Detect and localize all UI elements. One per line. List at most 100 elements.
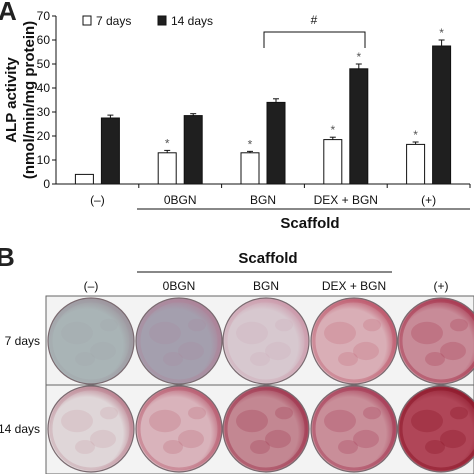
bar-7-days-dex-bgn: [323, 139, 343, 185]
well-7-days-bgn: [222, 297, 310, 385]
significance-star: *: [356, 50, 361, 64]
stain-spot: [275, 318, 293, 332]
stain-spot: [149, 409, 181, 433]
stain-spot: [90, 429, 116, 449]
stain-spot: [100, 406, 118, 420]
stain-spot: [178, 429, 204, 449]
scaffold-label-a: Scaffold: [280, 215, 339, 232]
legend-swatch-14-days: [157, 15, 167, 26]
stain-spot: [163, 352, 183, 366]
bar-14-days-bgn: [266, 101, 286, 185]
y-tick-label: 20: [37, 129, 51, 143]
column-label-neg: (–): [84, 279, 99, 293]
stain-spot: [188, 406, 206, 420]
column-label-neg: (+): [434, 279, 449, 293]
bar-14-days-neg: [100, 117, 120, 185]
stain-spot: [353, 429, 379, 449]
well-14-days-dex-bgn: [310, 385, 398, 473]
y-tick-label: 40: [37, 81, 51, 95]
stain-spot: [440, 341, 466, 361]
significance-star: *: [165, 136, 170, 150]
well-rim: [224, 387, 308, 471]
well-rim: [49, 387, 133, 471]
significance-star: *: [439, 26, 444, 40]
y-tick-label: 0: [43, 177, 50, 191]
well-14-days-0bgn: [135, 385, 223, 473]
well-14-days-bgn: [222, 385, 310, 473]
column-label-bgn: BGN: [253, 279, 279, 293]
significance-mark: #: [311, 13, 318, 27]
bar-7-days-bgn: [240, 152, 260, 185]
x-tick-label-0bgn: 0BGN: [164, 193, 197, 207]
significance-bracket: #: [263, 13, 366, 48]
bar-7-days-neg: [74, 173, 94, 185]
stain-spot: [363, 318, 381, 332]
well-rim: [137, 299, 221, 383]
stain-spot: [425, 352, 445, 366]
stain-spot: [75, 352, 95, 366]
stain-spot: [338, 352, 358, 366]
stain-spot: [236, 321, 268, 345]
legend-label-14-days: 14 days: [171, 14, 213, 28]
bar-14-days-0bgn: [183, 115, 203, 185]
stain-spot: [149, 321, 181, 345]
significance-star: *: [413, 128, 418, 142]
well-14-days-neg: [47, 385, 135, 473]
row-label-14-days: 14 days: [0, 422, 40, 436]
legend: 7 days 14 days: [82, 14, 213, 28]
stain-spot: [163, 440, 183, 454]
stain-spot: [275, 406, 293, 420]
scaffold-label-b: Scaffold: [238, 250, 297, 267]
y-axis-label: ALP activity (nmol/min/mg protein): [3, 21, 38, 179]
y-tick-label: 60: [37, 33, 51, 47]
stain-spot: [265, 341, 291, 361]
stain-spot: [61, 409, 93, 433]
x-tick-label-bgn: BGN: [250, 193, 276, 207]
x-tick-label-neg: (+): [421, 193, 436, 207]
well-rim: [399, 299, 474, 383]
stain-spot: [250, 352, 270, 366]
legend-label-7-days: 7 days: [96, 14, 131, 28]
y-axis-label-line1: ALP activity: [3, 57, 20, 143]
well-rim: [399, 387, 474, 471]
y-tick-label: 30: [37, 105, 51, 119]
significance-star: *: [330, 123, 335, 137]
well-14-days-neg: [397, 385, 474, 473]
stain-spot: [75, 440, 95, 454]
y-tick-label: 50: [37, 57, 51, 71]
column-label-0bgn: 0BGN: [163, 279, 196, 293]
bar-7-days-neg: [406, 143, 426, 185]
bracket-line: [263, 31, 366, 48]
stain-spot: [338, 440, 358, 454]
bar-chart: 0 10 20 30 40 50 60 70 (–) * 0BGN * BGN * * DEX + BGN * *…: [37, 9, 471, 207]
stain-spot: [250, 440, 270, 454]
stain-spot: [411, 321, 443, 345]
well-rim: [312, 299, 396, 383]
panel-b-letter: B: [0, 242, 15, 272]
x-tick-label-neg: (–): [90, 193, 105, 207]
plate-images: (–) 0BGN BGN DEX + BGN (+) 7 days 14 days: [0, 279, 474, 474]
stain-spot: [178, 341, 204, 361]
stain-spot: [450, 318, 468, 332]
y-tick-label: 10: [37, 153, 51, 167]
well-rim: [312, 387, 396, 471]
stain-spot: [450, 406, 468, 420]
well-rim: [49, 299, 133, 383]
stain-spot: [411, 409, 443, 433]
stain-spot: [440, 429, 466, 449]
x-tick-label-dex-bgn: DEX + BGN: [314, 193, 378, 207]
y-axis-label-line2: (nmol/min/mg protein): [21, 21, 38, 179]
bar-14-days-dex-bgn: [349, 68, 369, 185]
bar-14-days-neg: [432, 45, 452, 185]
well-7-days-neg: [47, 297, 135, 385]
column-label-dex-bgn: DEX + BGN: [322, 279, 386, 293]
stain-spot: [265, 429, 291, 449]
well-rim: [137, 387, 221, 471]
legend-swatch-7-days: [82, 15, 92, 26]
well-rim: [224, 299, 308, 383]
stain-spot: [90, 341, 116, 361]
well-7-days-0bgn: [135, 297, 223, 385]
stain-spot: [425, 440, 445, 454]
stain-spot: [353, 341, 379, 361]
stain-spot: [363, 406, 381, 420]
